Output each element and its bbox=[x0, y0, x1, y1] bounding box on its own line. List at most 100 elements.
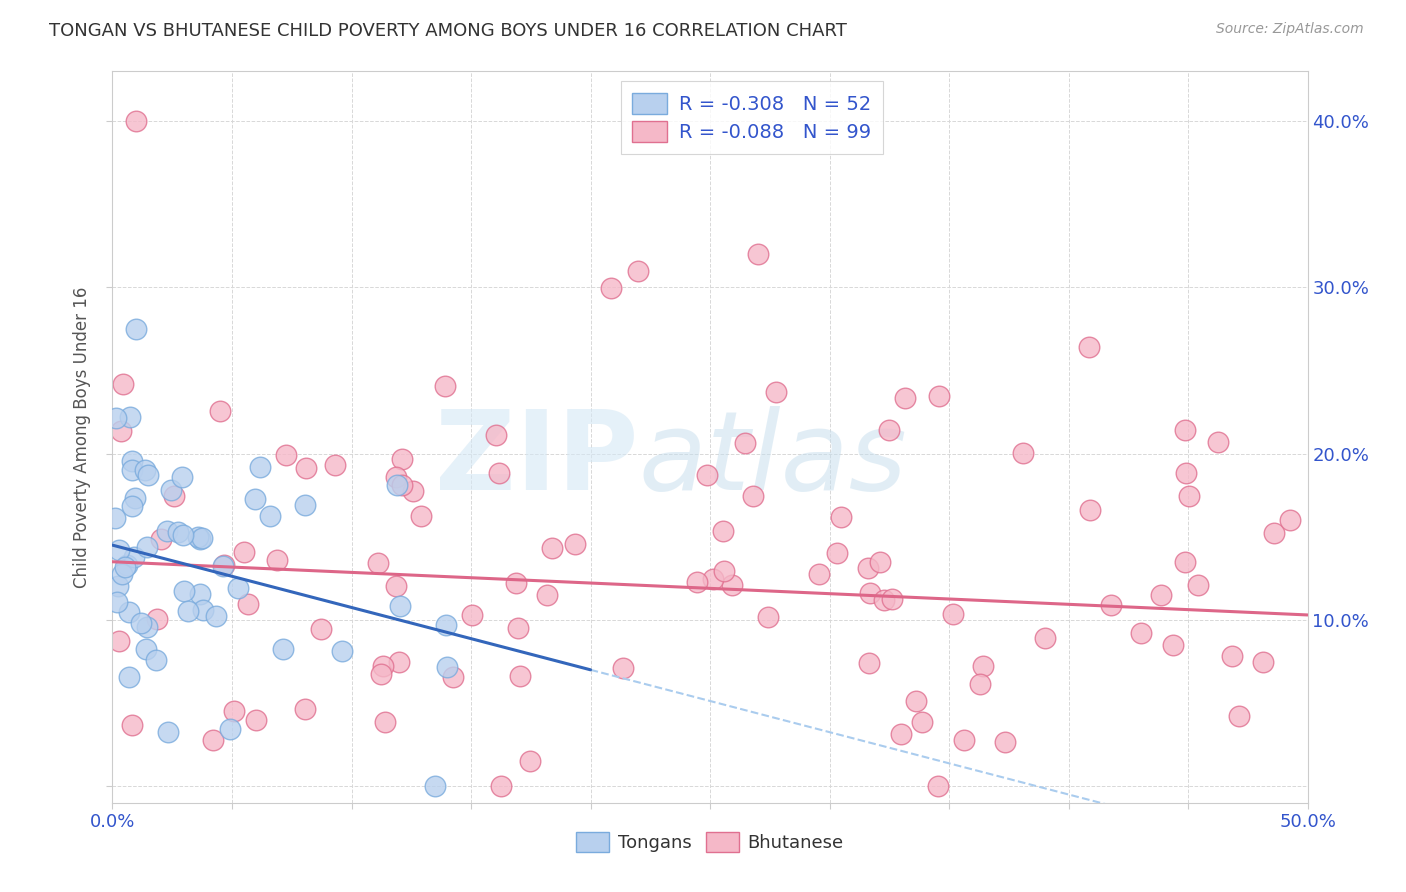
Point bbox=[942, 607, 965, 621]
Point bbox=[188, 532, 211, 546]
Point bbox=[969, 677, 991, 691]
Point bbox=[894, 391, 917, 405]
Point bbox=[436, 660, 458, 674]
Point bbox=[118, 605, 141, 619]
Point bbox=[108, 543, 131, 558]
Point bbox=[134, 642, 156, 657]
Point bbox=[904, 694, 927, 708]
Point bbox=[385, 579, 408, 593]
Point bbox=[1220, 649, 1243, 664]
Point bbox=[696, 468, 718, 483]
Point bbox=[436, 618, 458, 632]
Point bbox=[202, 733, 225, 747]
Point bbox=[519, 754, 541, 768]
Text: TONGAN VS BHUTANESE CHILD POVERTY AMONG BOYS UNDER 16 CORRELATION CHART: TONGAN VS BHUTANESE CHILD POVERTY AMONG … bbox=[49, 22, 846, 40]
Point bbox=[1279, 513, 1302, 527]
Point bbox=[505, 576, 527, 591]
Point bbox=[536, 587, 558, 601]
Point bbox=[205, 609, 228, 624]
Text: atlas: atlas bbox=[638, 406, 907, 513]
Point bbox=[1130, 626, 1153, 640]
Point bbox=[734, 435, 756, 450]
Point bbox=[188, 587, 211, 601]
Point bbox=[124, 491, 146, 506]
Point bbox=[564, 537, 586, 551]
Point bbox=[104, 411, 127, 425]
Point bbox=[491, 779, 513, 793]
Point bbox=[858, 657, 880, 671]
Point bbox=[222, 704, 245, 718]
Point bbox=[155, 524, 177, 538]
Point bbox=[872, 593, 894, 607]
Point bbox=[1174, 423, 1197, 437]
Point bbox=[711, 524, 734, 538]
Point bbox=[187, 530, 209, 544]
Point bbox=[166, 524, 188, 539]
Point bbox=[1206, 435, 1229, 450]
Point bbox=[330, 643, 353, 657]
Point bbox=[994, 735, 1017, 749]
Point bbox=[107, 579, 129, 593]
Point bbox=[243, 492, 266, 507]
Point bbox=[104, 510, 127, 524]
Point bbox=[830, 510, 852, 524]
Point bbox=[952, 732, 974, 747]
Point bbox=[136, 620, 159, 634]
Point bbox=[1161, 638, 1184, 652]
Point bbox=[163, 490, 186, 504]
Point bbox=[509, 669, 531, 683]
Point bbox=[136, 468, 159, 483]
Point bbox=[173, 583, 195, 598]
Point bbox=[370, 667, 392, 681]
Point bbox=[1177, 490, 1199, 504]
Point bbox=[325, 458, 347, 472]
Point bbox=[506, 621, 529, 635]
Point bbox=[122, 549, 145, 564]
Point bbox=[890, 727, 912, 741]
Point bbox=[1251, 655, 1274, 669]
Text: ZIP: ZIP bbox=[434, 406, 638, 513]
Point bbox=[1150, 588, 1173, 602]
Point bbox=[1174, 555, 1197, 569]
Point bbox=[115, 558, 138, 572]
Point bbox=[1187, 578, 1209, 592]
Point bbox=[145, 612, 167, 626]
Point bbox=[391, 452, 413, 467]
Point bbox=[373, 659, 395, 673]
Point bbox=[747, 247, 769, 261]
Point bbox=[825, 546, 848, 560]
Point bbox=[713, 564, 735, 578]
Point bbox=[233, 545, 256, 559]
Y-axis label: Child Poverty Among Boys Under 16: Child Poverty Among Boys Under 16 bbox=[73, 286, 91, 588]
Point bbox=[191, 531, 214, 545]
Point bbox=[249, 459, 271, 474]
Point bbox=[121, 463, 143, 477]
Point bbox=[877, 423, 900, 437]
Point bbox=[212, 558, 235, 572]
Point bbox=[402, 484, 425, 499]
Point bbox=[172, 528, 194, 542]
Point bbox=[859, 586, 882, 600]
Point bbox=[121, 454, 143, 468]
Point bbox=[245, 713, 267, 727]
Point bbox=[1175, 466, 1198, 480]
Text: Source: ZipAtlas.com: Source: ZipAtlas.com bbox=[1216, 22, 1364, 37]
Point bbox=[1078, 340, 1101, 354]
Point bbox=[488, 467, 510, 481]
Point bbox=[541, 541, 564, 556]
Point bbox=[461, 607, 484, 622]
Point bbox=[702, 572, 724, 586]
Point bbox=[211, 559, 233, 574]
Point bbox=[423, 779, 446, 793]
Point bbox=[441, 670, 464, 684]
Point bbox=[118, 670, 141, 684]
Point bbox=[236, 597, 259, 611]
Point bbox=[1033, 631, 1056, 645]
Point bbox=[434, 379, 457, 393]
Point bbox=[374, 714, 396, 729]
Point bbox=[409, 509, 432, 524]
Point bbox=[756, 609, 779, 624]
Point bbox=[880, 591, 903, 606]
Point bbox=[259, 508, 281, 523]
Point bbox=[191, 603, 214, 617]
